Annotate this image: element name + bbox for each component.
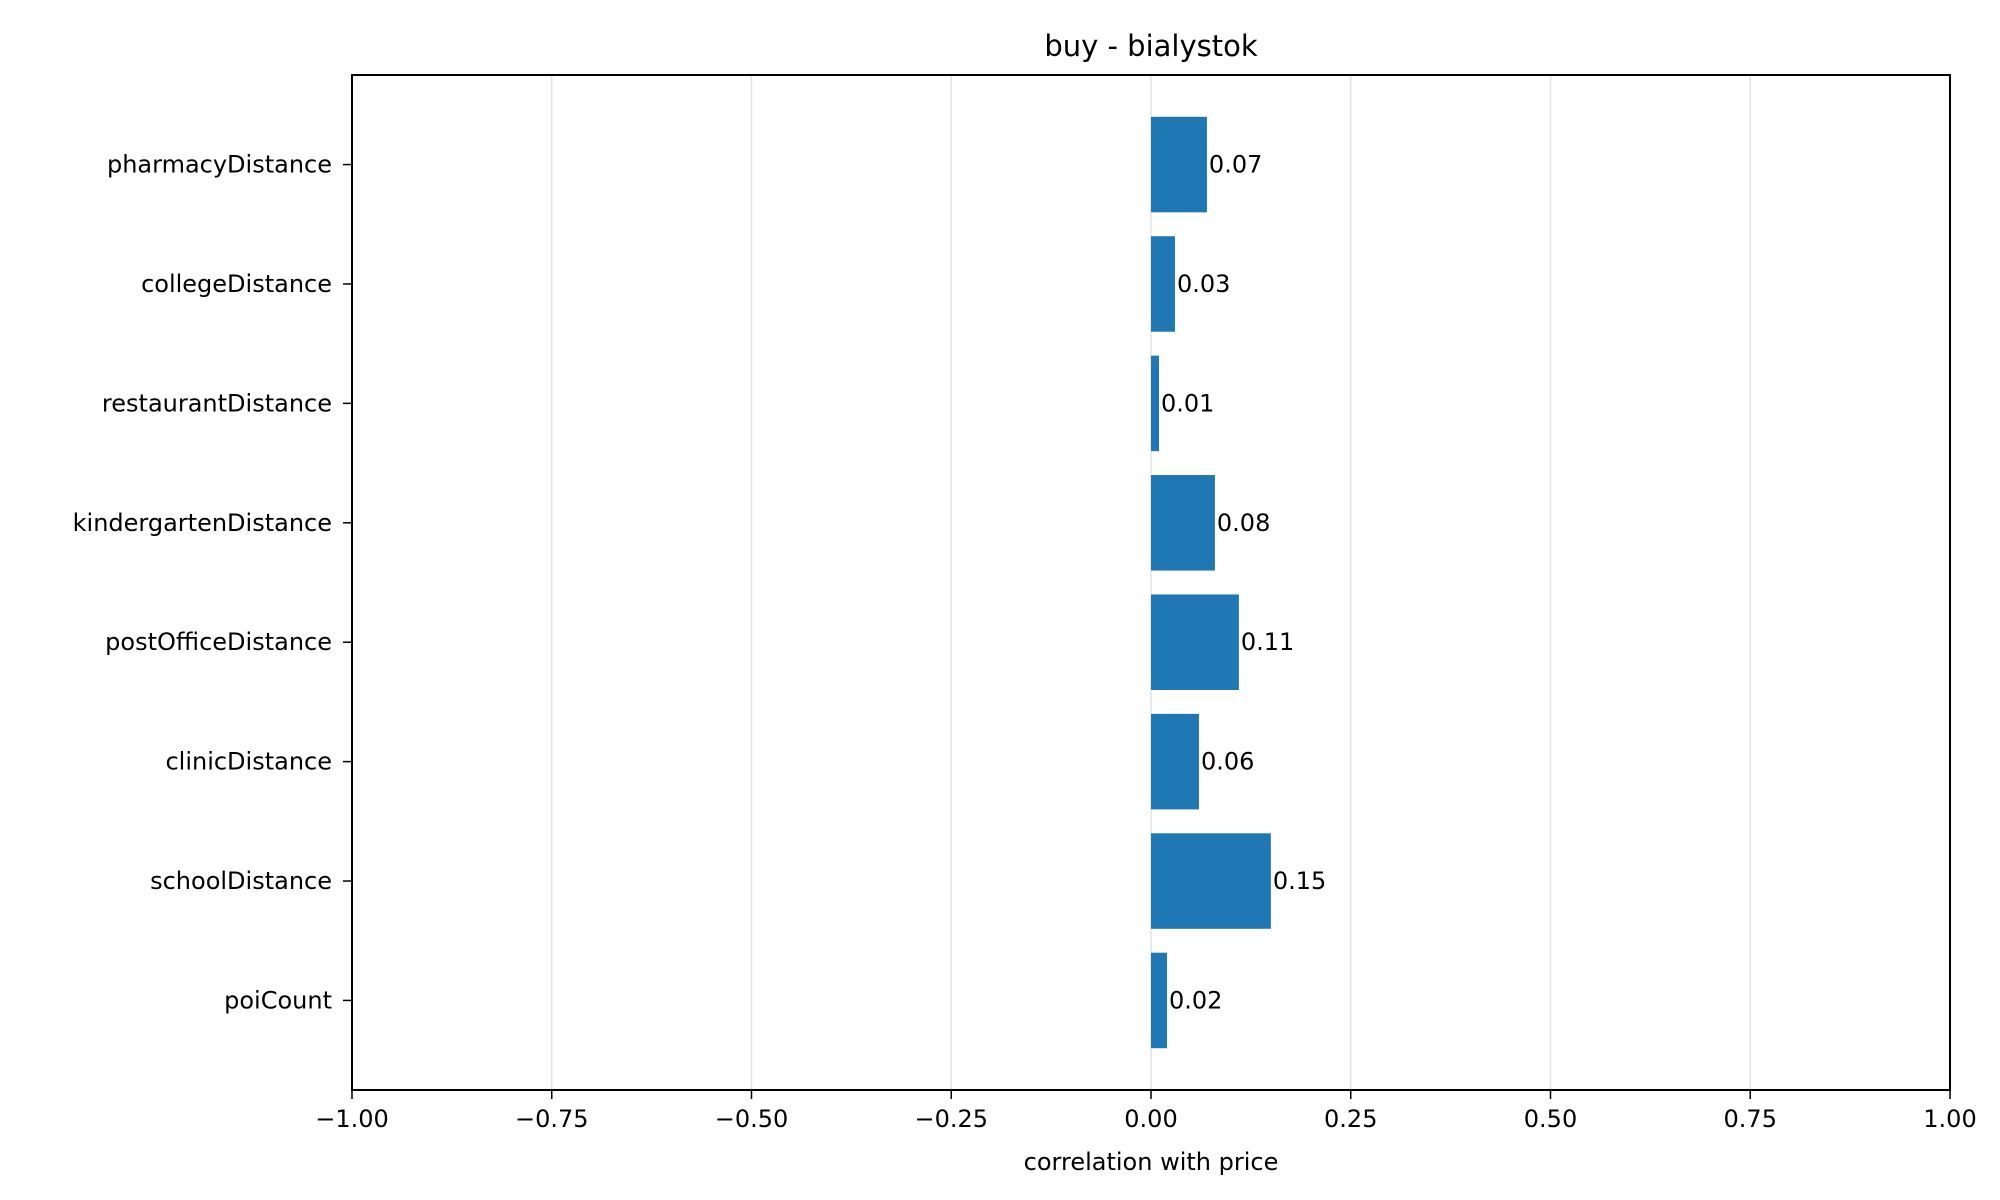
bar xyxy=(1151,475,1215,571)
x-tick-label: −0.75 xyxy=(515,1105,589,1133)
bar-value-label: 0.15 xyxy=(1273,867,1326,895)
bar-value-label: 0.08 xyxy=(1217,509,1270,537)
y-tick-label: restaurantDistance xyxy=(102,389,332,417)
bar xyxy=(1151,355,1159,452)
y-tick-label: clinicDistance xyxy=(165,748,332,776)
x-tick-label: −0.50 xyxy=(715,1105,789,1133)
x-tick-label: 0.25 xyxy=(1324,1105,1377,1133)
y-tick-label: postOfficeDistance xyxy=(105,628,332,656)
y-tick-label: schoolDistance xyxy=(150,867,332,895)
x-axis-ticks: −1.00 −0.75 −0.50 −0.25 0.00 0.25 0.50 0.75 1.00 xyxy=(315,1090,1977,1133)
bars: 0.07 0.03 0.01 0.08 0.11 0.06 0.15 0.02 xyxy=(1151,116,1326,1049)
y-axis-ticks: pharmacyDistance collegeDistance restauran… xyxy=(73,151,352,1014)
y-tick-label: poiCount xyxy=(224,986,332,1014)
x-tick-label: −1.00 xyxy=(315,1105,389,1133)
grid-lines xyxy=(351,75,1951,1090)
y-tick-label: pharmacyDistance xyxy=(107,151,332,179)
bar-value-label: 0.06 xyxy=(1201,748,1254,776)
x-axis-label: correlation with price xyxy=(1024,1148,1279,1176)
bar-value-label: 0.03 xyxy=(1177,270,1230,298)
x-tick-label: 1.00 xyxy=(1923,1105,1976,1133)
x-tick-label: −0.25 xyxy=(914,1105,988,1133)
y-tick-label: kindergartenDistance xyxy=(73,509,332,537)
bar-value-label: 0.11 xyxy=(1241,628,1294,656)
bar xyxy=(1151,116,1207,213)
bar xyxy=(1151,952,1167,1049)
x-tick-label: 0.75 xyxy=(1724,1105,1777,1133)
bar-value-label: 0.02 xyxy=(1169,986,1222,1014)
x-tick-label: 0.50 xyxy=(1524,1105,1577,1133)
bar xyxy=(1151,594,1239,690)
x-tick-label: 0.00 xyxy=(1124,1105,1177,1133)
bar-value-label: 0.07 xyxy=(1209,151,1262,179)
bar xyxy=(1151,236,1175,332)
bar xyxy=(1151,713,1199,810)
bar-value-label: 0.01 xyxy=(1161,389,1214,417)
y-tick-label: collegeDistance xyxy=(141,270,332,298)
chart-title: buy - bialystok xyxy=(1044,29,1258,63)
bar xyxy=(1151,833,1271,929)
